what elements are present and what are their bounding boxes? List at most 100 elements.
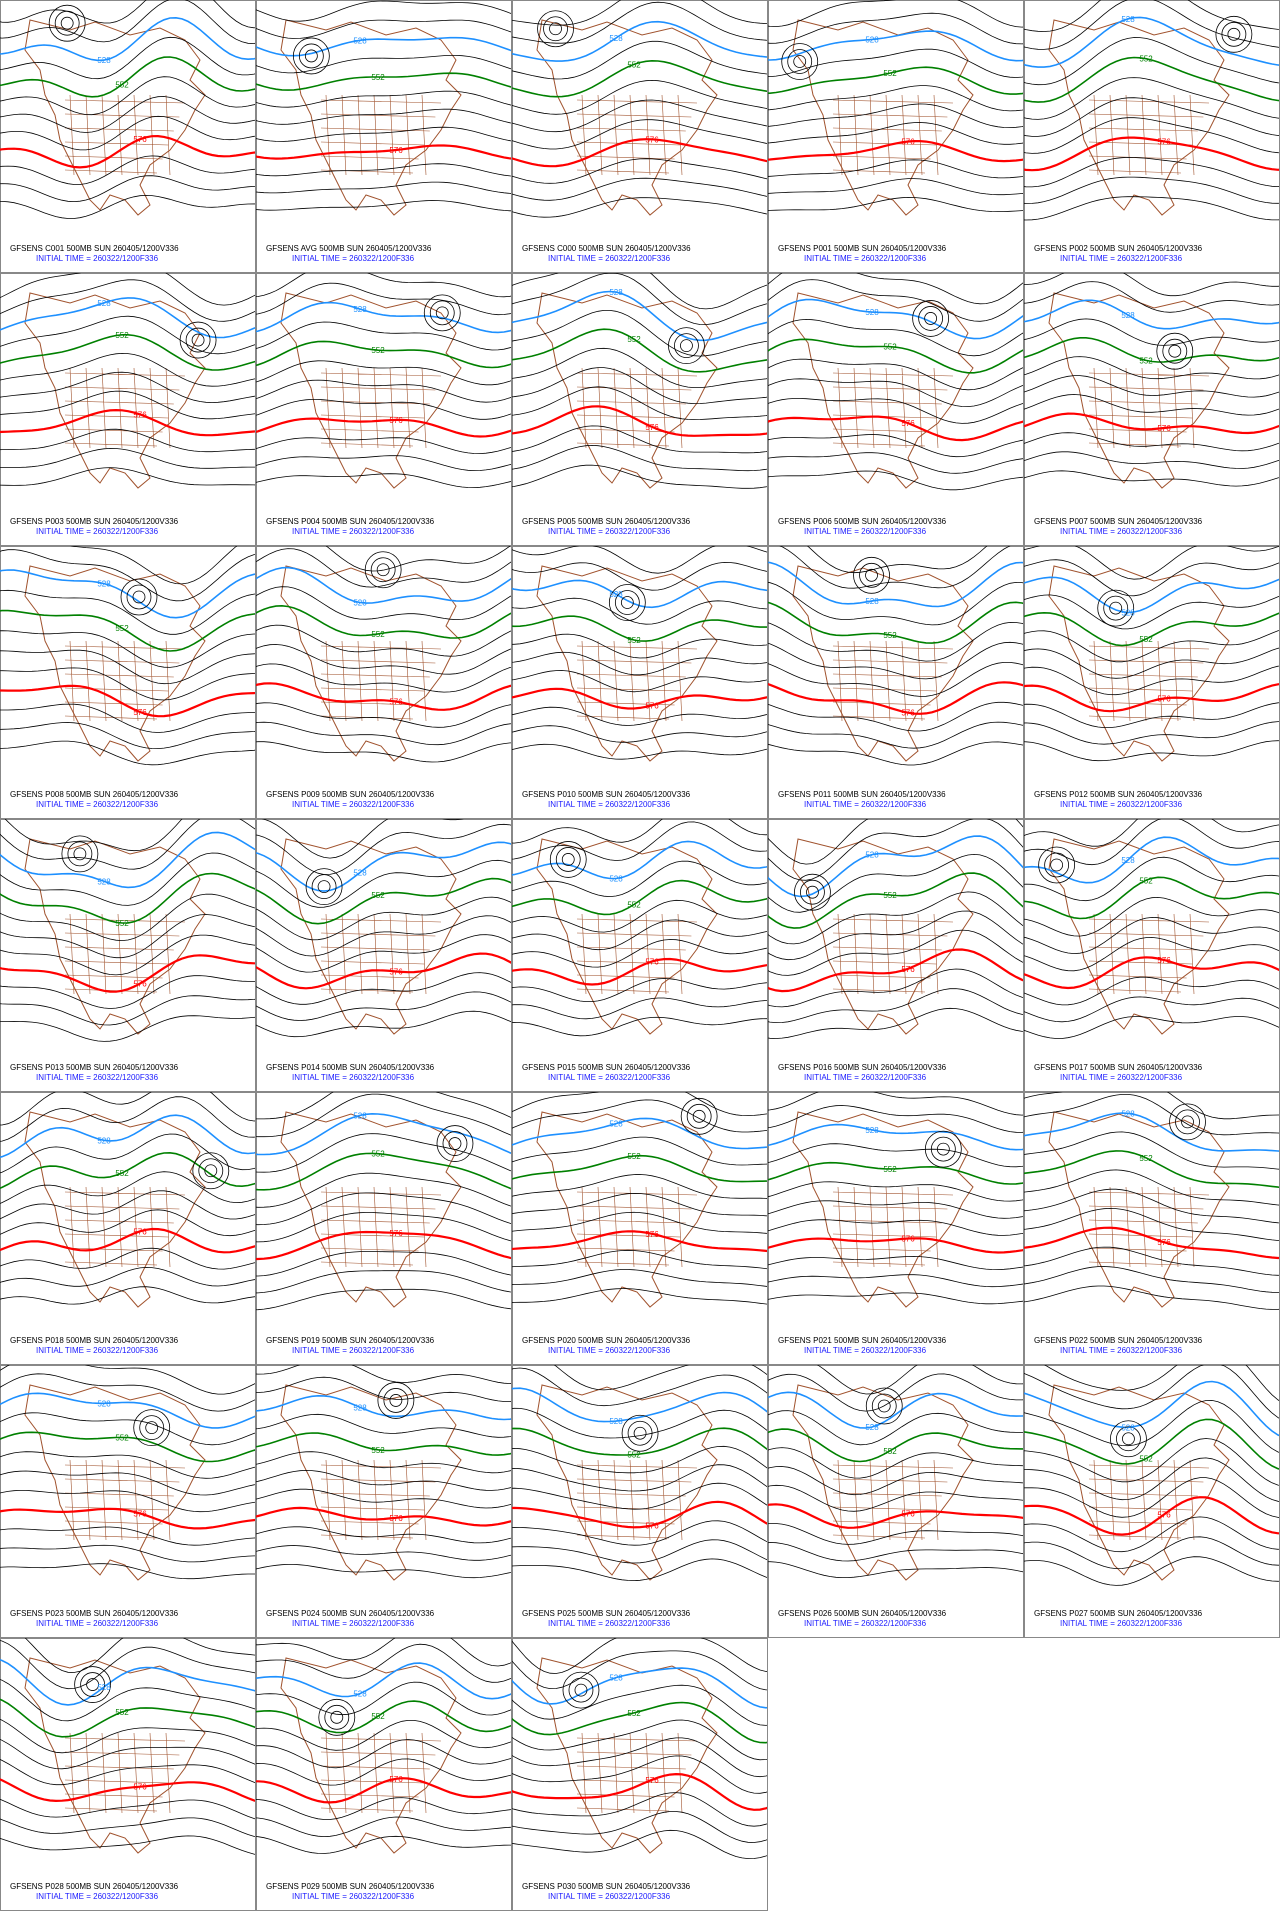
contour-line <box>512 546 767 574</box>
contour-line <box>768 48 1023 78</box>
map-area: 528 552 576 <box>512 1092 767 1308</box>
closed-low <box>377 1382 415 1419</box>
contour-label: 576 <box>389 967 403 976</box>
map-panel: 528 552 576 GFSENS P013 500MB SUN 260405/12… <box>0 819 256 1092</box>
contour-line <box>0 1470 255 1496</box>
contour-label: 528 <box>97 877 111 886</box>
map-area: 528 552 576 <box>256 1638 511 1854</box>
contour-line <box>1024 1131 1279 1170</box>
closed-low <box>549 841 587 878</box>
contour-label: 552 <box>883 631 897 640</box>
contour-label: 576 <box>645 1230 659 1239</box>
panel-title: GFSENS P029 500MB SUN 260405/1200V336 <box>266 1882 435 1891</box>
map-panel: 528 552 576 GFSENS P015 500MB SUN 260405/12… <box>512 819 768 1092</box>
contour-line <box>0 155 255 185</box>
contour-552 <box>768 338 1023 374</box>
closed-low <box>126 584 152 610</box>
contour-line <box>256 90 511 108</box>
closed-low <box>1097 589 1135 627</box>
panel-title: GFSENS P006 500MB SUN 260405/1200V336 <box>778 517 947 526</box>
contour-line <box>1024 1246 1279 1276</box>
panel-title: GFSENS P025 500MB SUN 260405/1200V336 <box>522 1609 691 1618</box>
contour-576 <box>768 948 1023 993</box>
contour-line <box>325 546 511 572</box>
contour-line <box>256 1288 511 1311</box>
contour-line <box>768 1181 1023 1202</box>
contour-line <box>512 597 767 625</box>
map-panel: 528 552 576 GFSENS P016 500MB SUN 260405/12… <box>768 819 1024 1092</box>
coastline <box>536 1384 718 1581</box>
contour-label: 552 <box>115 1169 129 1178</box>
contour-line <box>512 386 767 421</box>
contour-line <box>512 1737 767 1778</box>
contour-label: 576 <box>133 980 147 989</box>
contour-line <box>0 273 255 306</box>
panel-border <box>1024 1092 1280 1365</box>
closed-low <box>1215 15 1253 53</box>
contour-line <box>512 997 767 1020</box>
contour-label: 528 <box>609 34 623 43</box>
map-panel: 528 552 576 GFSENS P023 500MB SUN 260405/12… <box>0 1365 256 1638</box>
coastline <box>792 1384 974 1581</box>
contour-line <box>0 1096 255 1142</box>
initial-time: INITIAL TIME = 260322/1200F336 <box>804 1073 927 1082</box>
contour-line <box>768 378 1023 408</box>
contour-576 <box>1024 683 1279 713</box>
closed-low <box>794 873 831 911</box>
initial-time: INITIAL TIME = 260322/1200F336 <box>36 1073 159 1082</box>
contour-line <box>768 819 1023 865</box>
contour-line <box>256 586 511 621</box>
contour-line <box>512 99 767 133</box>
contour-label: 528 <box>609 1417 623 1426</box>
initial-time: INITIAL TIME = 260322/1200F336 <box>548 800 671 809</box>
map-panel: 528 552 576 GFSENS AVG 500MB SUN 260405/120… <box>256 0 512 273</box>
panel-border <box>0 819 256 1092</box>
closed-low <box>179 321 217 359</box>
contour-line <box>512 633 767 659</box>
contour-label: 552 <box>883 1447 897 1456</box>
contour-line <box>0 1835 255 1855</box>
contour-line <box>256 1816 511 1838</box>
initial-time: INITIAL TIME = 260322/1200F336 <box>548 1892 671 1901</box>
state-lines <box>320 367 442 449</box>
contour-label: 576 <box>1157 956 1171 965</box>
contour-line <box>1024 432 1279 452</box>
closed-low <box>621 1414 659 1452</box>
map-area: 528 552 576 <box>0 1365 255 1581</box>
contour-line <box>768 1274 1023 1288</box>
contour-label: 576 <box>389 1514 403 1523</box>
closed-low <box>185 327 211 353</box>
contour-line <box>768 819 1023 881</box>
initial-time: INITIAL TIME = 260322/1200F336 <box>804 527 927 536</box>
state-lines <box>320 640 442 722</box>
contour-552 <box>1024 876 1279 920</box>
closed-low <box>442 1131 468 1156</box>
contour-line <box>1024 916 1279 955</box>
contour-line <box>0 1451 255 1479</box>
contour-552 <box>256 340 511 369</box>
contour-line <box>0 975 255 1009</box>
closed-low <box>80 1672 106 1697</box>
contour-line <box>768 1219 1023 1236</box>
contour-528 <box>0 1392 255 1429</box>
contour-line <box>512 1367 767 1407</box>
contour-label: 576 <box>645 1776 659 1785</box>
contour-528 <box>256 301 511 334</box>
contour-line <box>512 860 767 898</box>
closed-low <box>555 847 581 872</box>
contour-line <box>0 1798 255 1820</box>
contour-line <box>0 1365 255 1395</box>
contour-line <box>256 823 511 875</box>
contour-line <box>0 703 255 733</box>
contour-576 <box>768 1503 1023 1529</box>
contour-576 <box>512 687 767 710</box>
contour-528 <box>768 1123 1023 1151</box>
contour-line <box>0 96 255 133</box>
contour-line <box>0 934 255 976</box>
map-area: 528 552 576 <box>768 819 1023 1039</box>
initial-time: INITIAL TIME = 260322/1200F336 <box>36 800 159 809</box>
contour-line <box>768 1561 1023 1578</box>
contour-line <box>1024 819 1279 866</box>
contour-line <box>0 1373 255 1412</box>
contour-line <box>0 1247 255 1270</box>
